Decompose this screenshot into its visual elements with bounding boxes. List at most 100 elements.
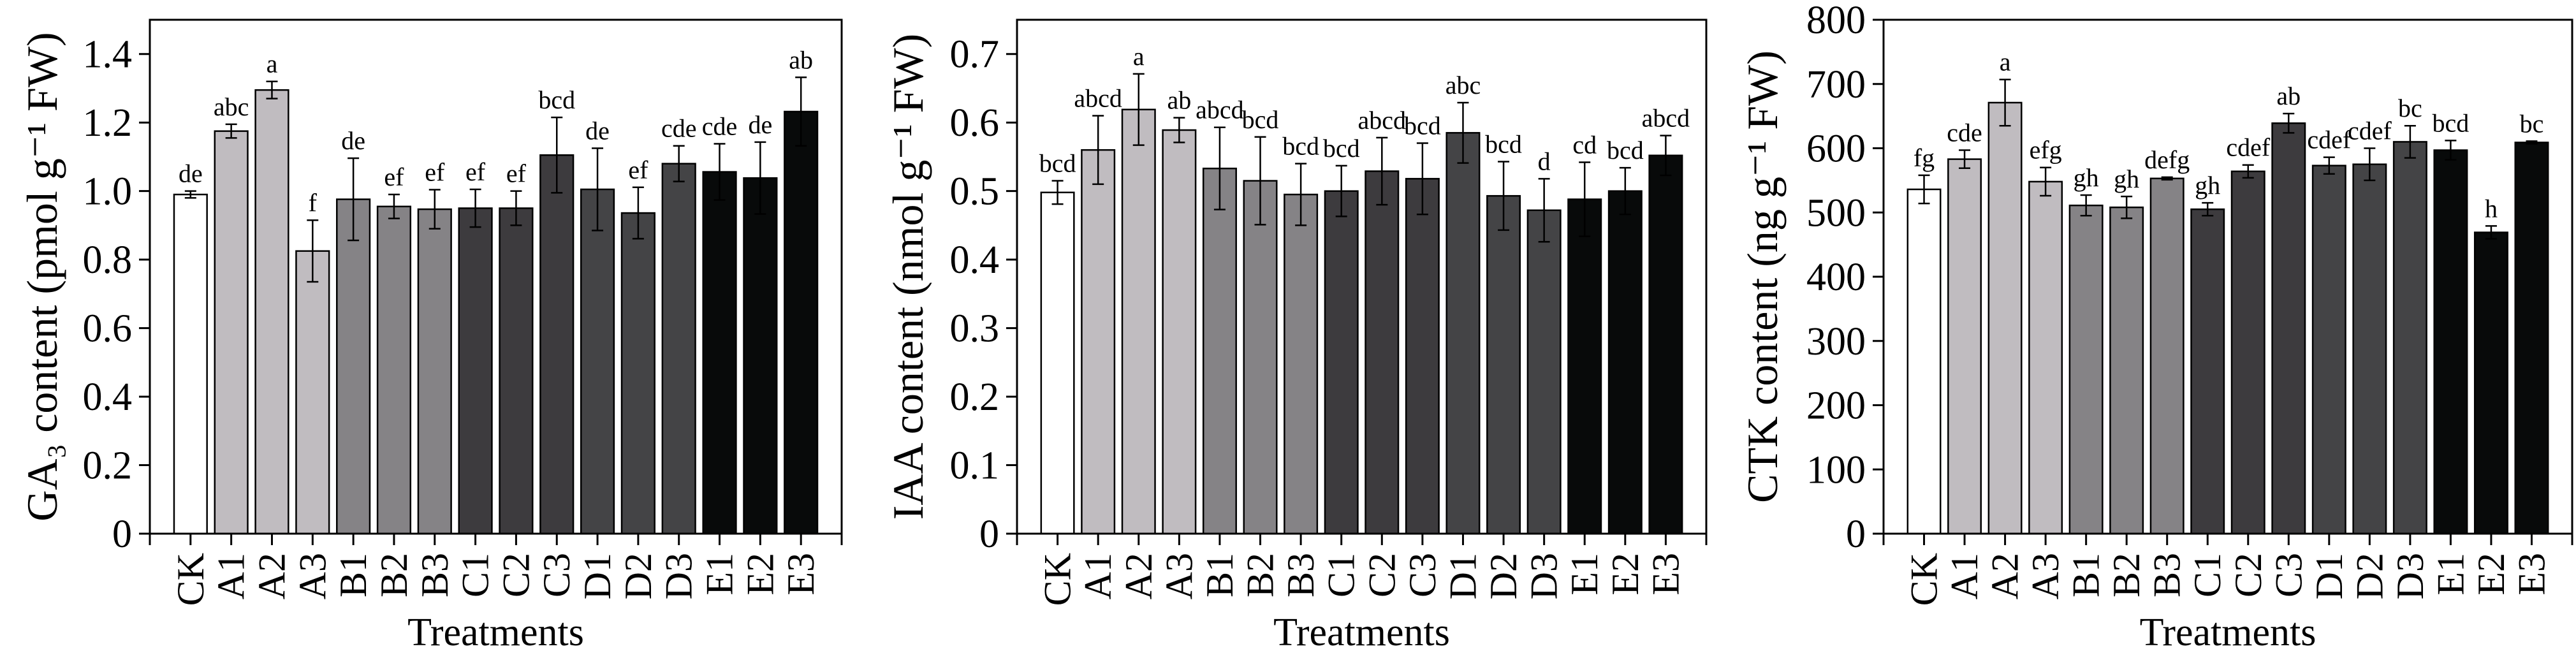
significance-letter-E1: bcd — [2433, 108, 2470, 137]
x-tick-label-E3: E3 — [1644, 553, 1687, 596]
x-axis-label: Treatments — [1273, 611, 1450, 654]
significance-letter-D3: cde — [661, 114, 697, 143]
significance-letter-B1: abcd — [1196, 96, 1244, 124]
bar-B3 — [1284, 193, 1319, 535]
significance-letter-C1: gh — [2195, 171, 2220, 200]
x-tick-label-B2: B2 — [2105, 553, 2148, 597]
y-tick-label: 0 — [112, 513, 132, 556]
x-tick-label-B2: B2 — [1240, 553, 1282, 597]
significance-letter-C3: bcd — [538, 85, 575, 114]
x-tick-label-CK: CK — [1903, 553, 1945, 606]
x-axis-label: Treatments — [407, 611, 584, 654]
bar-C1 — [2190, 208, 2225, 535]
bar-E1 — [1567, 198, 1602, 535]
bar-C2 — [499, 207, 534, 535]
bar-C1 — [1324, 190, 1359, 535]
bar-B3 — [2149, 177, 2184, 535]
significance-letter-A3: efg — [2030, 136, 2062, 164]
x-tick-label-E3: E3 — [780, 553, 822, 596]
x-tick-label-C3: C3 — [1401, 553, 1444, 597]
bar-CK — [1040, 191, 1075, 535]
bar-D3 — [661, 163, 696, 535]
bar-E2 — [2473, 231, 2508, 535]
significance-letter-C2: cdef — [2226, 133, 2271, 162]
significance-letter-D2: bcd — [1485, 129, 1522, 158]
x-tick-label-E2: E2 — [2470, 553, 2512, 596]
x-tick-label-D1: D1 — [2308, 553, 2350, 599]
bar-D2 — [620, 212, 655, 535]
significance-letter-D2: ef — [628, 156, 648, 184]
significance-letter-A2: a — [1133, 42, 1145, 71]
plot-frame — [149, 18, 843, 535]
bar-CK — [1906, 188, 1942, 535]
significance-letter-A1: abc — [214, 92, 249, 121]
bar-E1 — [2433, 149, 2468, 535]
x-tick-label-D1: D1 — [1442, 553, 1484, 599]
x-tick-label-E2: E2 — [739, 553, 781, 596]
y-tick-label: 0.6 — [950, 101, 1000, 145]
y-axis-label: CTK content (ng g⁻¹ FW) — [1738, 50, 1787, 503]
y-tick-label: 0.8 — [83, 238, 133, 282]
significance-letter-E3: abcd — [1642, 104, 1690, 133]
bar-A2 — [1121, 108, 1156, 535]
significance-letter-A1: abcd — [1074, 84, 1122, 112]
significance-letter-B1: de — [341, 126, 365, 155]
x-tick-label-C1: C1 — [455, 553, 497, 597]
bar-B1 — [336, 198, 371, 535]
x-tick-label-A2: A2 — [1118, 553, 1160, 599]
y-tick-label: 200 — [1806, 384, 1866, 428]
bar-E3 — [784, 110, 819, 535]
bar-D2 — [2352, 163, 2387, 535]
x-tick-label-A2: A2 — [1984, 553, 2026, 599]
y-tick-label: 1.2 — [83, 101, 133, 145]
x-tick-label-C2: C2 — [1361, 553, 1403, 597]
significance-letter-E1: cd — [1572, 131, 1597, 159]
x-tick-label-A1: A1 — [1943, 553, 1986, 599]
significance-letter-E3: bc — [2520, 109, 2544, 138]
significance-letter-B2: gh — [2114, 164, 2139, 193]
y-tick-label: 0.1 — [950, 444, 1000, 488]
y-tick-label: 0.3 — [950, 307, 1000, 351]
significance-letter-E2: h — [2485, 194, 2498, 223]
bar-B2 — [1243, 180, 1278, 535]
y-axis-label: IAA content (nmol g⁻¹ FW) — [884, 34, 932, 520]
x-tick-label-C2: C2 — [495, 553, 537, 597]
bar-A2 — [254, 89, 289, 535]
bar-B3 — [417, 208, 452, 535]
x-tick-label-B2: B2 — [373, 553, 415, 597]
y-tick-label: 100 — [1806, 448, 1866, 492]
y-tick-label: 0 — [1846, 513, 1866, 556]
bar-D1 — [2311, 164, 2346, 535]
bar-C3 — [1405, 178, 1440, 535]
bar-A3 — [295, 250, 330, 535]
y-tick-label: 300 — [1806, 320, 1866, 363]
x-tick-label-D1: D1 — [576, 553, 618, 599]
significance-letter-B1: gh — [2074, 163, 2099, 192]
significance-letter-E1: cde — [702, 112, 738, 141]
y-tick-label: 1.0 — [83, 170, 133, 214]
significance-letter-E2: de — [748, 110, 772, 139]
chart-panel-2: bcdCKabcdA1aA2abA3abcdB1bcdB2bcdB3bcdC1a… — [884, 18, 1708, 654]
x-tick-label-C2: C2 — [2227, 553, 2269, 597]
bar-C1 — [458, 207, 493, 535]
significance-letter-E2: bcd — [1607, 136, 1644, 164]
y-tick-label: 700 — [1806, 63, 1866, 106]
bar-CK — [173, 193, 208, 535]
bar-A1 — [1947, 158, 1982, 535]
bar-E1 — [702, 171, 737, 535]
significance-letter-CK: fg — [1914, 143, 1935, 172]
x-tick-label-CK: CK — [170, 553, 212, 606]
x-tick-label-A3: A3 — [291, 553, 333, 599]
bar-C3 — [539, 154, 574, 535]
x-tick-label-B3: B3 — [1280, 553, 1322, 597]
y-axis-label: GA₃ content (pmol g⁻¹ FW) — [18, 32, 66, 521]
bar-A1 — [214, 130, 249, 535]
significance-letter-A2: a — [267, 50, 278, 78]
significance-letter-A3: ab — [1167, 86, 1191, 115]
bar-D1 — [1445, 132, 1481, 535]
significance-letter-B2: bcd — [1242, 105, 1279, 134]
x-tick-label-B1: B1 — [332, 553, 374, 597]
x-tick-label-D2: D2 — [617, 553, 659, 599]
significance-letter-C1: ef — [465, 157, 486, 186]
y-tick-label: 0.2 — [83, 444, 133, 488]
